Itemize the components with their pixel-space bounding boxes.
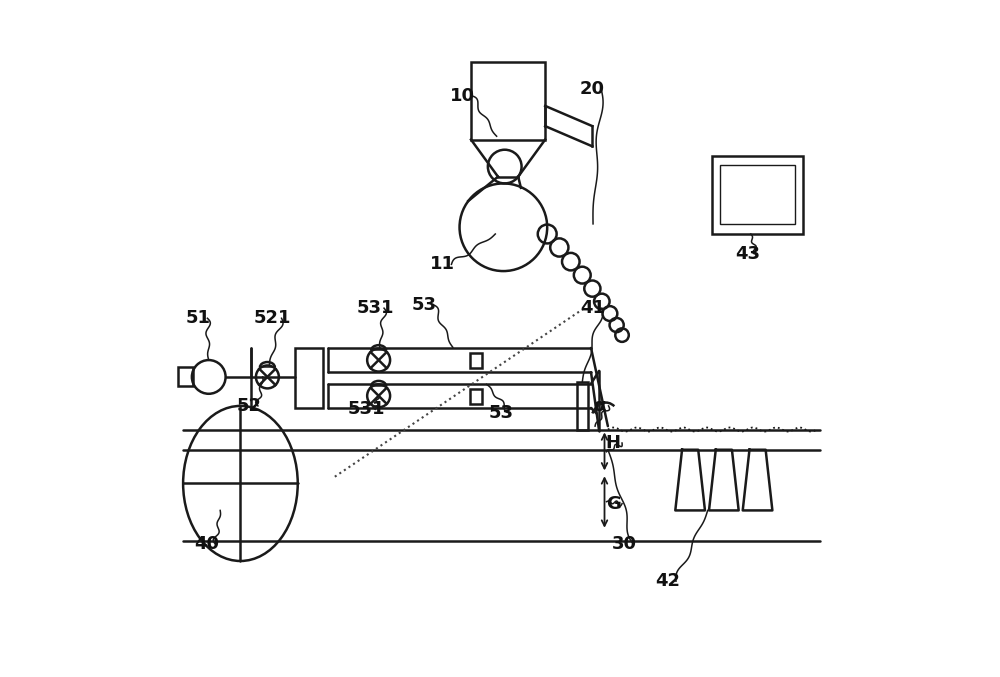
Text: 30: 30 [612, 535, 637, 553]
Bar [720, 165, 795, 224]
Bar [178, 368, 193, 387]
Text: 43: 43 [735, 245, 760, 263]
Text: α: α [594, 397, 606, 415]
Text: 51: 51 [186, 309, 211, 327]
Text: 42: 42 [655, 572, 680, 590]
Text: 53: 53 [489, 403, 514, 422]
Bar [712, 156, 803, 234]
Text: 53: 53 [412, 296, 437, 313]
Text: 531: 531 [348, 400, 385, 418]
Text: 10: 10 [450, 87, 475, 105]
Text: 521: 521 [254, 309, 292, 327]
Text: 41: 41 [581, 299, 606, 317]
Bar [470, 389, 482, 404]
Text: G: G [606, 495, 621, 512]
Text: H: H [606, 434, 621, 452]
Text: 52: 52 [237, 397, 262, 415]
Text: 40: 40 [194, 535, 219, 553]
Bar [470, 353, 482, 368]
Bar [577, 383, 588, 429]
Text: 20: 20 [580, 80, 605, 98]
Bar [471, 62, 545, 139]
Text: 11: 11 [430, 255, 455, 274]
Bar [295, 348, 323, 408]
Text: 531: 531 [357, 299, 394, 317]
